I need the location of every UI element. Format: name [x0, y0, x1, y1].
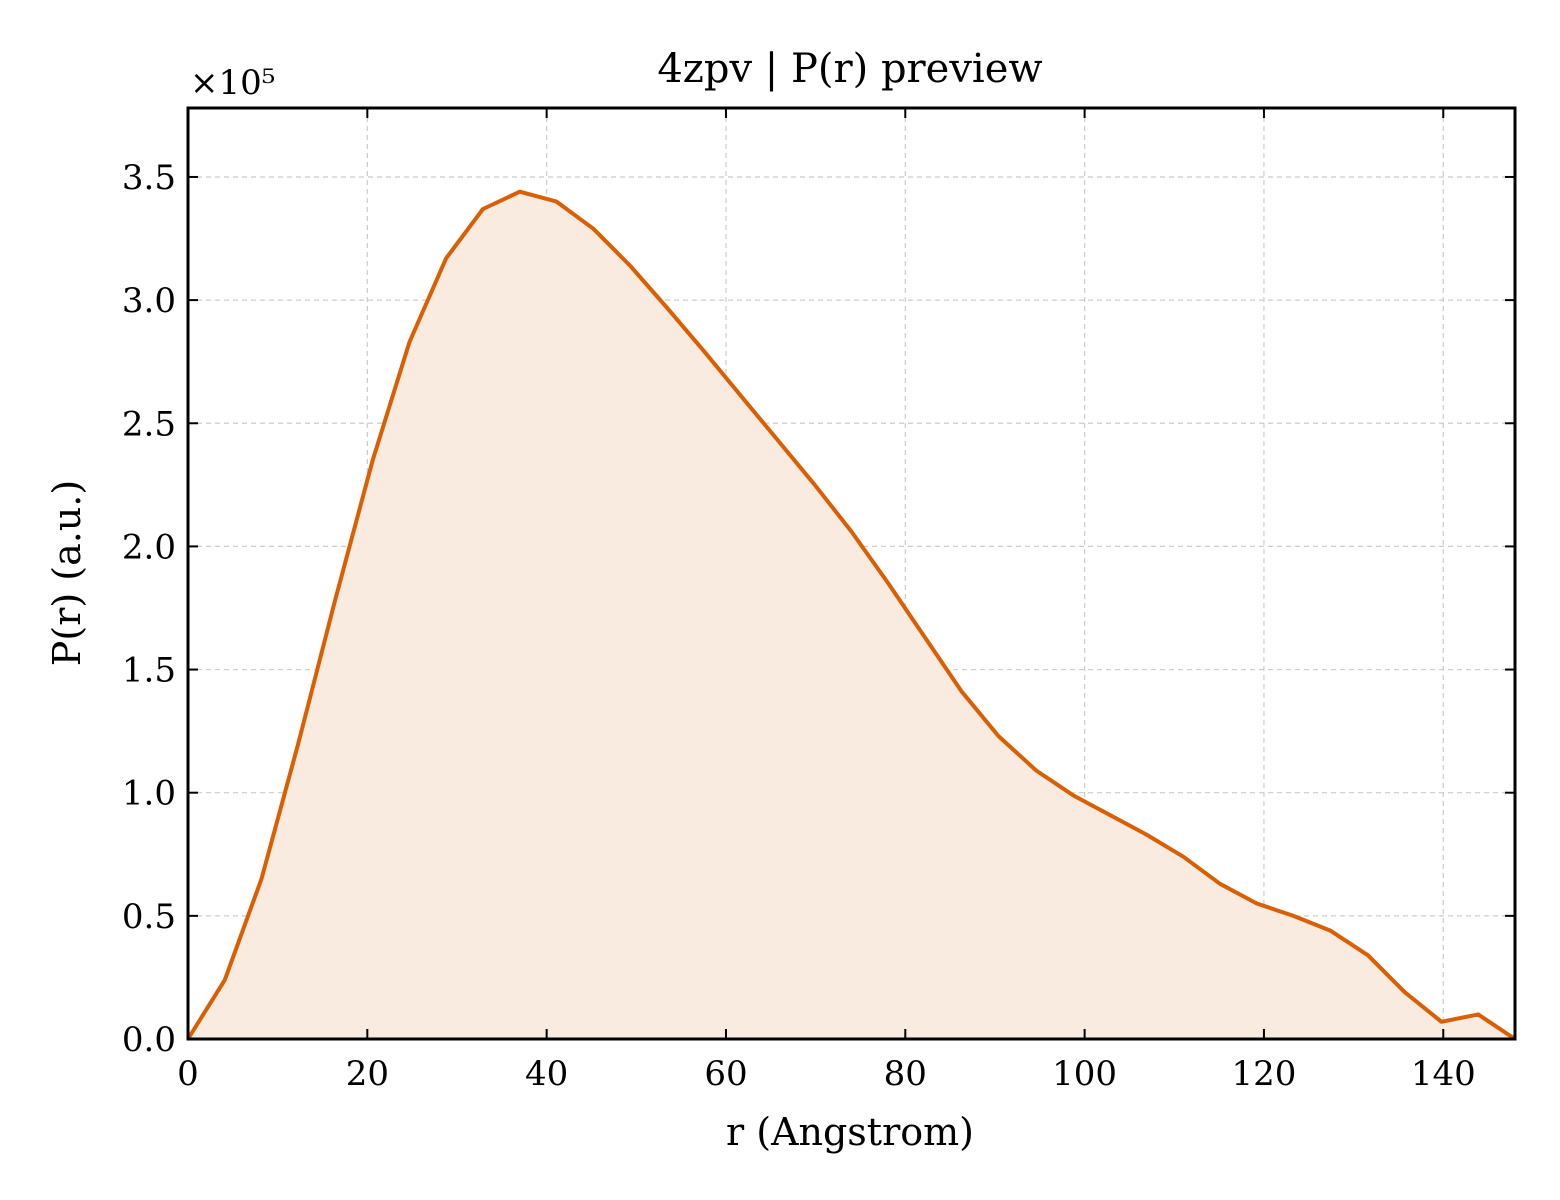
x-tick-label: 140 [1411, 1054, 1476, 1094]
x-tick-label: 0 [177, 1054, 199, 1094]
y-tick-label: 2.0 [122, 527, 176, 567]
chart-title: 4zpv | P(r) preview [657, 46, 1042, 92]
y-axis-label: P(r) (a.u.) [45, 480, 89, 666]
axis-ticks [187, 108, 1515, 1040]
plot-frame [186, 106, 1517, 1041]
x-tick-label: 60 [704, 1054, 747, 1094]
y-tick-label: 0.0 [122, 1020, 176, 1060]
y-tick-label: 3.5 [122, 158, 176, 198]
y-tick-label: 1.0 [122, 774, 176, 814]
x-tick-label: 120 [1231, 1054, 1296, 1094]
x-tick-label: 80 [884, 1054, 927, 1094]
pr-area-fill [188, 191, 1515, 1039]
x-tick-label: 100 [1052, 1054, 1117, 1094]
y-tick-label: 2.5 [122, 404, 176, 444]
y-tick-label: 3.0 [122, 281, 176, 321]
x-tick-label: 40 [525, 1054, 568, 1094]
pr-series-line [186, 189, 1517, 1041]
tick-labels: 0 20 40 60 80 100 120 140 0.0 0.5 1.0 1.5 2.0 2.5 3.0 3… [122, 158, 1476, 1094]
x-axis-label: r (Angstrom) [726, 1110, 974, 1154]
y-tick-label: 0.5 [122, 897, 176, 937]
x-tick-label: 20 [346, 1054, 389, 1094]
y-multiplier-label: ×10⁵ [190, 63, 275, 103]
y-tick-label: 1.5 [122, 651, 176, 691]
